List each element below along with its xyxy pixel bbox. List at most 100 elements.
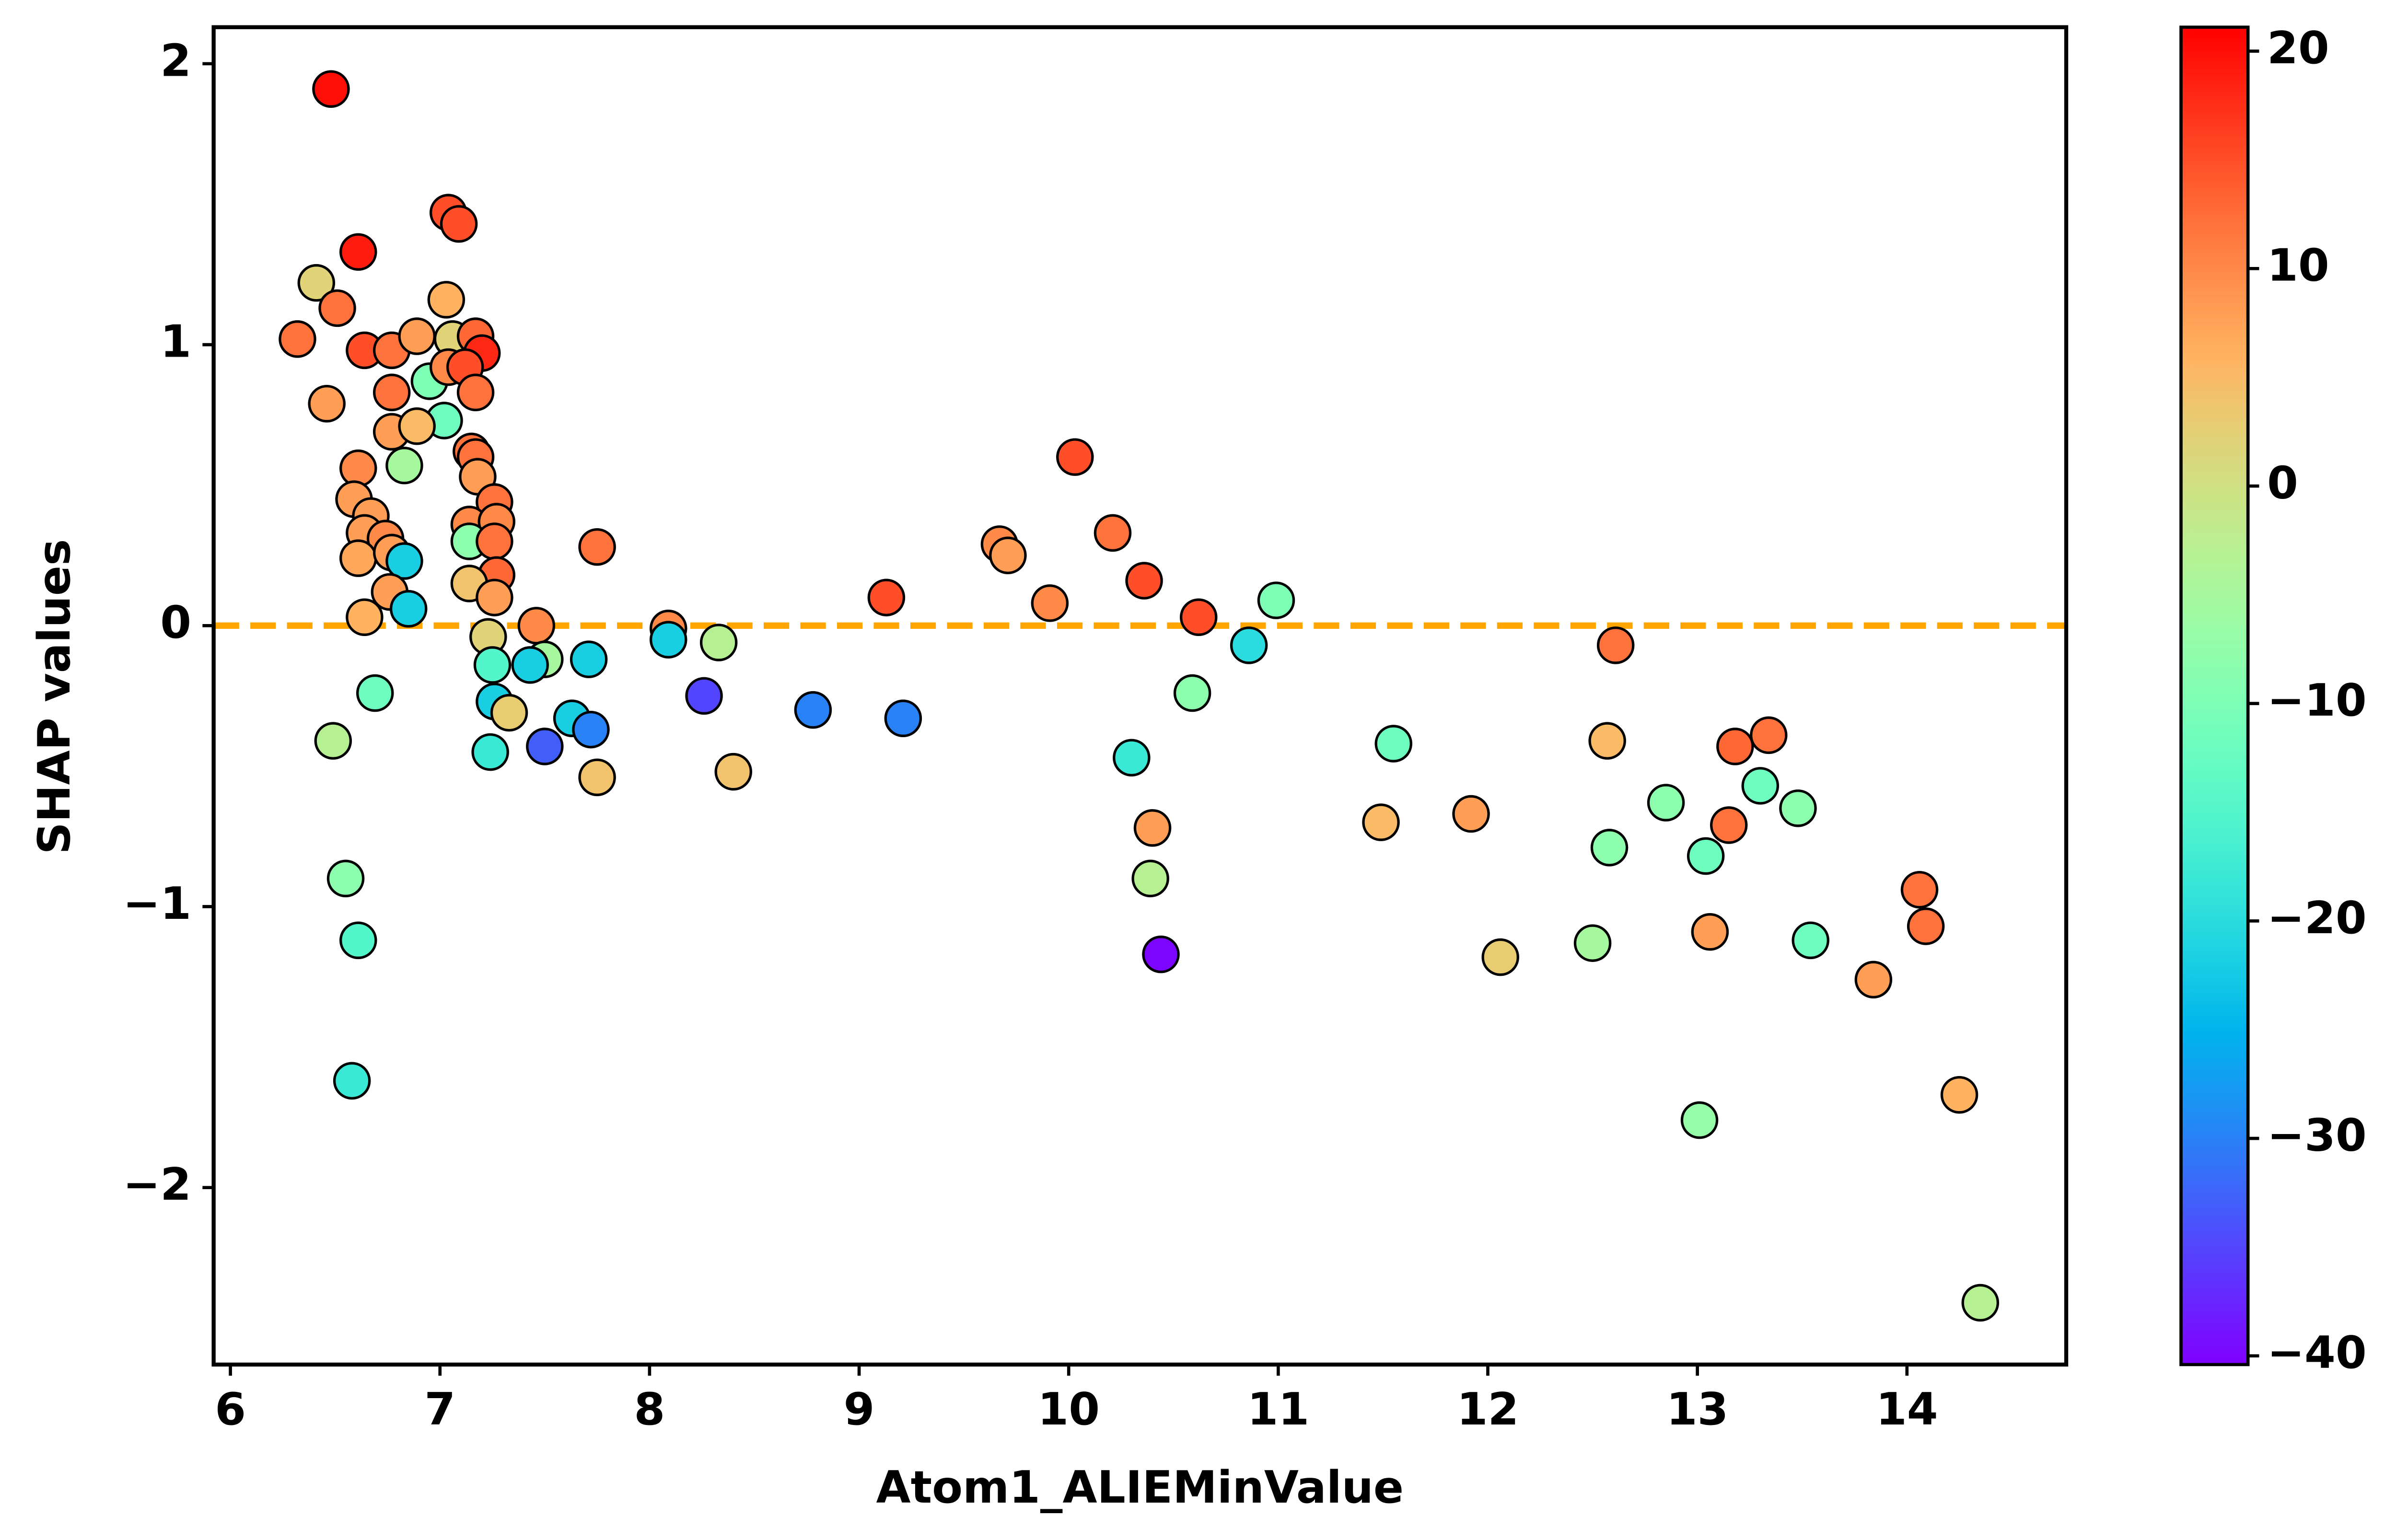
scatter-point (1907, 907, 1945, 945)
scatter-point (476, 522, 513, 560)
scatter-point (385, 446, 423, 485)
scatter-point (1691, 913, 1729, 951)
scatter-point (1687, 837, 1725, 875)
scatter-point (1750, 716, 1788, 754)
scatter-point (440, 205, 478, 243)
scatter-point (339, 921, 377, 960)
scatter-point (473, 646, 512, 684)
scatter-point (1094, 514, 1132, 552)
y-tick-label: 1 (160, 316, 191, 368)
scatter-point (1854, 961, 1893, 999)
x-tick-label: 6 (215, 1383, 246, 1435)
y-tick-label: 2 (160, 35, 191, 86)
x-axis-label: Atom1_ALIEMinValue (876, 1461, 1404, 1513)
scatter-point (1647, 784, 1685, 822)
scatter-point (427, 281, 465, 319)
x-tick-label: 12 (1457, 1383, 1519, 1435)
scatter-point (1573, 924, 1612, 962)
scatter-point (346, 598, 384, 636)
scatter-point (1741, 767, 1780, 805)
y-tick-label: −1 (123, 878, 191, 929)
scatter-point (1779, 789, 1817, 827)
x-tick-label: 14 (1876, 1383, 1938, 1435)
scatter-point (279, 320, 316, 358)
scatter-point (339, 449, 377, 487)
colorbar-tick-label: −40 (2267, 1327, 2367, 1378)
scatter-point (1900, 871, 1939, 909)
scatter-point (794, 691, 832, 729)
scatter-point (1588, 722, 1626, 760)
scatter-point (1716, 728, 1754, 765)
scatter-point (517, 607, 556, 645)
scatter-point (326, 859, 365, 898)
colorbar-tick-label: −20 (2267, 892, 2367, 944)
scatter-point (1056, 438, 1094, 476)
colorbar (2179, 25, 2250, 1366)
colorbar-tick-label: −30 (2267, 1110, 2367, 1161)
scatter-point (1590, 829, 1629, 867)
scatter-point (884, 699, 922, 737)
scatter-point (1940, 1076, 1978, 1114)
x-tick-label: 11 (1247, 1383, 1310, 1435)
scatter-point (471, 733, 509, 771)
scatter-point (1452, 795, 1490, 833)
scatter-point (314, 722, 352, 760)
scatter-point (650, 621, 687, 659)
colorbar-tick-label: 10 (2267, 240, 2329, 291)
scatter-point (1179, 598, 1218, 636)
scatter-point (385, 542, 423, 580)
scatter-point (685, 677, 723, 715)
scatter-point (389, 590, 428, 628)
scatter-point (526, 728, 564, 765)
scatter-point (372, 373, 411, 412)
scatter-point (1133, 809, 1172, 847)
scatter-point (339, 539, 377, 577)
x-tick-label: 13 (1666, 1383, 1729, 1435)
scatter-point (1257, 581, 1295, 619)
scatter-point (572, 710, 610, 749)
scatter-point (1173, 674, 1211, 712)
scatter-point (1961, 1284, 2000, 1322)
x-tick-label: 10 (1037, 1383, 1100, 1435)
x-tick-label: 8 (634, 1383, 665, 1435)
y-axis-label: SHAP values (28, 539, 80, 855)
scatter-point (308, 384, 346, 423)
plot-frame (211, 25, 2069, 1367)
scatter-point (578, 758, 616, 797)
scatter-point (297, 264, 336, 302)
scatter-point (578, 528, 616, 566)
scatter-point (1362, 803, 1400, 841)
scatter-point (1142, 935, 1180, 973)
scatter-point (356, 674, 394, 712)
scatter-point (1710, 806, 1748, 844)
scatter-point (511, 646, 549, 684)
scatter-point (1031, 584, 1069, 622)
scatter-point (398, 317, 436, 355)
scatter-point (1481, 938, 1519, 976)
scatter-point (476, 579, 513, 616)
scatter-point (699, 624, 738, 661)
scatter-point (867, 579, 906, 616)
scatter-point (1596, 626, 1635, 664)
scatter-point (1792, 921, 1829, 960)
y-tick-label: 0 (160, 597, 191, 648)
scatter-point (1680, 1101, 1719, 1139)
colorbar-tick-label: 20 (2267, 22, 2329, 74)
scatter-point (339, 233, 377, 271)
scatter-point (714, 753, 753, 791)
scatter-point (490, 694, 528, 732)
scatter-point (456, 373, 495, 412)
scatter-point (1131, 859, 1169, 898)
colorbar-tick-label: 0 (2267, 457, 2298, 509)
y-tick-label: −2 (123, 1158, 191, 1210)
scatter-point (333, 1062, 371, 1100)
x-tick-label: 9 (844, 1383, 875, 1435)
scatter-point (1113, 739, 1151, 777)
scatter-point (1125, 562, 1163, 600)
scatter-point (312, 70, 350, 108)
scatter-point (1230, 626, 1268, 664)
scatter-point (1374, 725, 1413, 763)
scatter-point (318, 289, 356, 327)
